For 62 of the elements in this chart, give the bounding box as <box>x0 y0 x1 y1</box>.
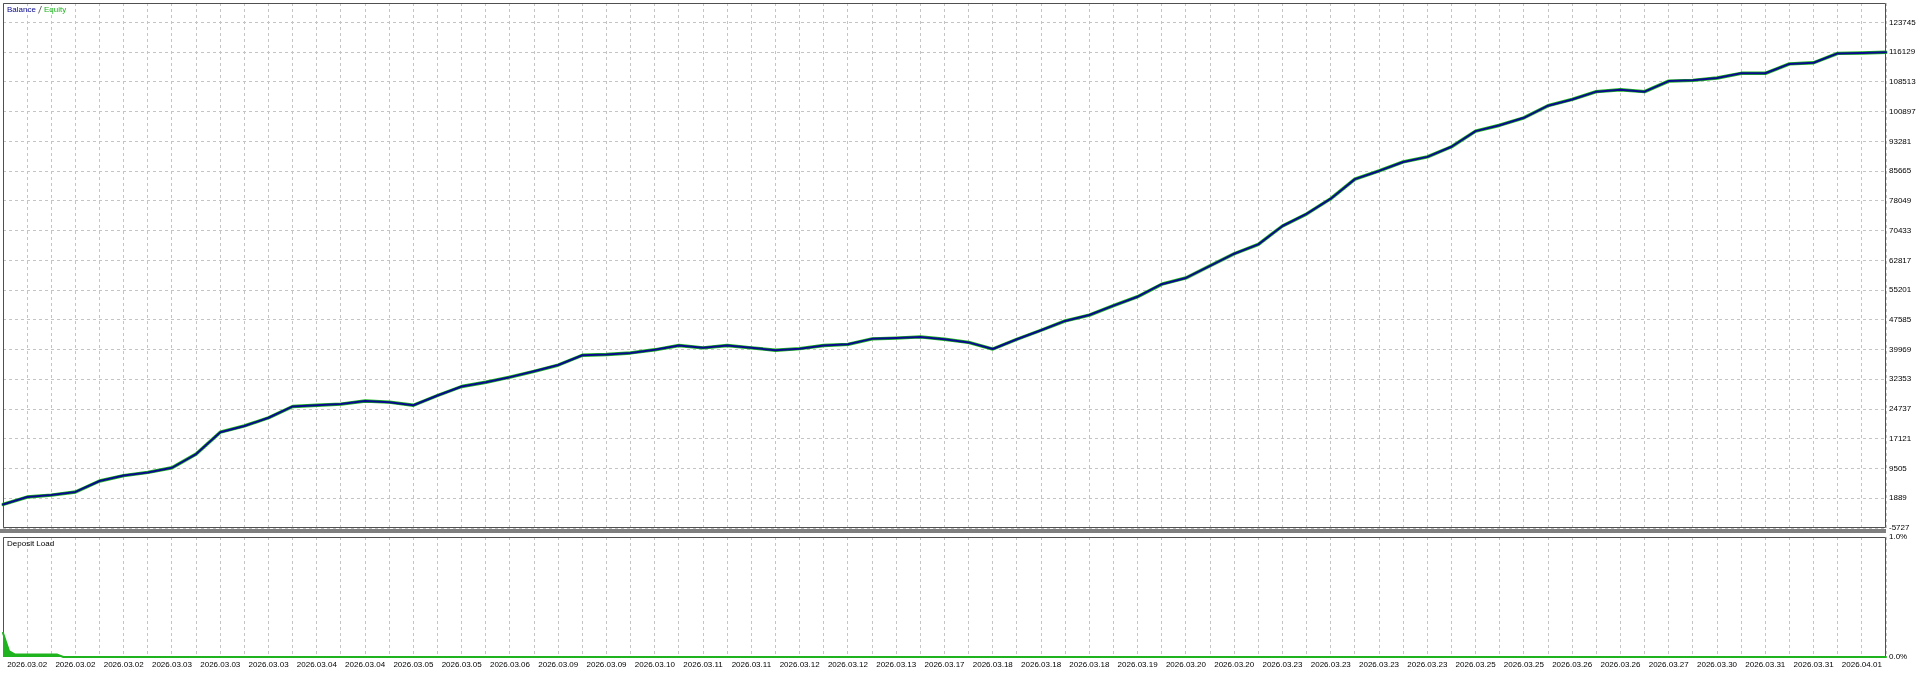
y-tick-label: 62817 <box>1889 255 1912 265</box>
x-tick-label: 2026.03.12 <box>779 660 821 669</box>
x-tick-label: 2026.03.02 <box>103 660 145 669</box>
y-tick-label: 55201 <box>1889 285 1912 295</box>
x-tick-label: 2026.03.31 <box>1793 660 1835 669</box>
x-tick-label: 2026.03.04 <box>345 660 386 669</box>
x-tick-label: 2026.03.04 <box>296 660 338 669</box>
x-tick-label: 2026.03.23 <box>1407 660 1448 669</box>
x-tick-label: 2026.03.03 <box>200 660 241 669</box>
x-tick-label: 2026.03.30 <box>1696 660 1738 669</box>
x-tick-label: 2026.03.13 <box>876 660 917 669</box>
x-tick-label: 2026.03.23 <box>1359 660 1400 669</box>
y-tick-label: -5727 <box>1889 523 1911 533</box>
y-tick-label: 0.0% <box>1889 652 1908 662</box>
y-tick-label: 39969 <box>1889 344 1912 354</box>
x-tick-label: 2026.03.17 <box>924 660 966 669</box>
y-tick-label: 24737 <box>1889 404 1912 414</box>
y-tick-label: 100897 <box>1889 106 1917 116</box>
x-tick-label: 2026.03.02 <box>55 660 96 669</box>
x-tick-label: 2026.03.18 <box>1069 660 1110 669</box>
x-tick-label: 2026.03.20 <box>1165 660 1207 669</box>
x-tick-label: 2026.03.19 <box>1117 660 1159 669</box>
y-tick-label: 9505 <box>1889 463 1908 473</box>
x-tick-label: 2026.03.25 <box>1503 660 1545 669</box>
y-tick-label: 108513 <box>1889 77 1917 87</box>
y-tick-label: 32353 <box>1889 374 1912 384</box>
y-tick-label: 123745 <box>1889 17 1917 27</box>
y-tick-label: 47585 <box>1889 314 1912 324</box>
x-tick-label: 2026.03.20 <box>1214 660 1255 669</box>
x-tick-label: 2026.03.10 <box>634 660 676 669</box>
x-tick-label: 2026.03.05 <box>393 660 434 669</box>
y-tick-label: 17121 <box>1889 433 1912 443</box>
y-tick-label: 116129 <box>1889 47 1916 57</box>
y-tick-label: 1.0% <box>1889 532 1908 542</box>
x-tick-label: 2026.03.27 <box>1648 660 1690 669</box>
x-tick-label: 2026.03.05 <box>441 660 483 669</box>
x-tick-label: 2026.03.06 <box>489 660 531 669</box>
x-tick-label: 2026.04.01 <box>1841 660 1883 669</box>
x-tick-label: 2026.03.23 <box>1310 660 1352 669</box>
x-tick-label: 2026.03.03 <box>248 660 290 669</box>
x-tick-label: 2026.03.18 <box>1021 660 1062 669</box>
text: Balance <box>7 5 36 15</box>
chart-title: Deposit Load <box>7 539 55 549</box>
y-tick-label: 70433 <box>1889 225 1912 235</box>
y-tick-label: 93281 <box>1889 136 1912 146</box>
x-tick-label: 2026.03.18 <box>972 660 1014 669</box>
x-tick-label: 2026.03.26 <box>1552 660 1593 669</box>
x-tick-label: 2026.03.31 <box>1745 660 1786 669</box>
y-tick-label: 78049 <box>1889 196 1912 206</box>
x-tick-label: 2026.03.25 <box>1455 660 1497 669</box>
x-tick-label: 2026.03.09 <box>586 660 628 669</box>
x-tick-label: 2026.03.23 <box>1262 660 1304 669</box>
x-tick-label: 2026.03.02 <box>7 660 48 669</box>
x-tick-label: 2026.03.11 <box>731 660 772 669</box>
x-tick-label: 2026.03.09 <box>538 660 579 669</box>
x-tick-label: 2026.03.12 <box>827 660 869 669</box>
y-tick-label: 85665 <box>1889 166 1912 176</box>
x-tick-label: 2026.03.03 <box>151 660 193 669</box>
y-tick-label: 1889 <box>1889 493 1908 503</box>
text: Equity <box>43 5 67 15</box>
x-tick-label: 2026.03.26 <box>1600 660 1642 669</box>
x-tick-label: 2026.03.11 <box>683 660 724 669</box>
